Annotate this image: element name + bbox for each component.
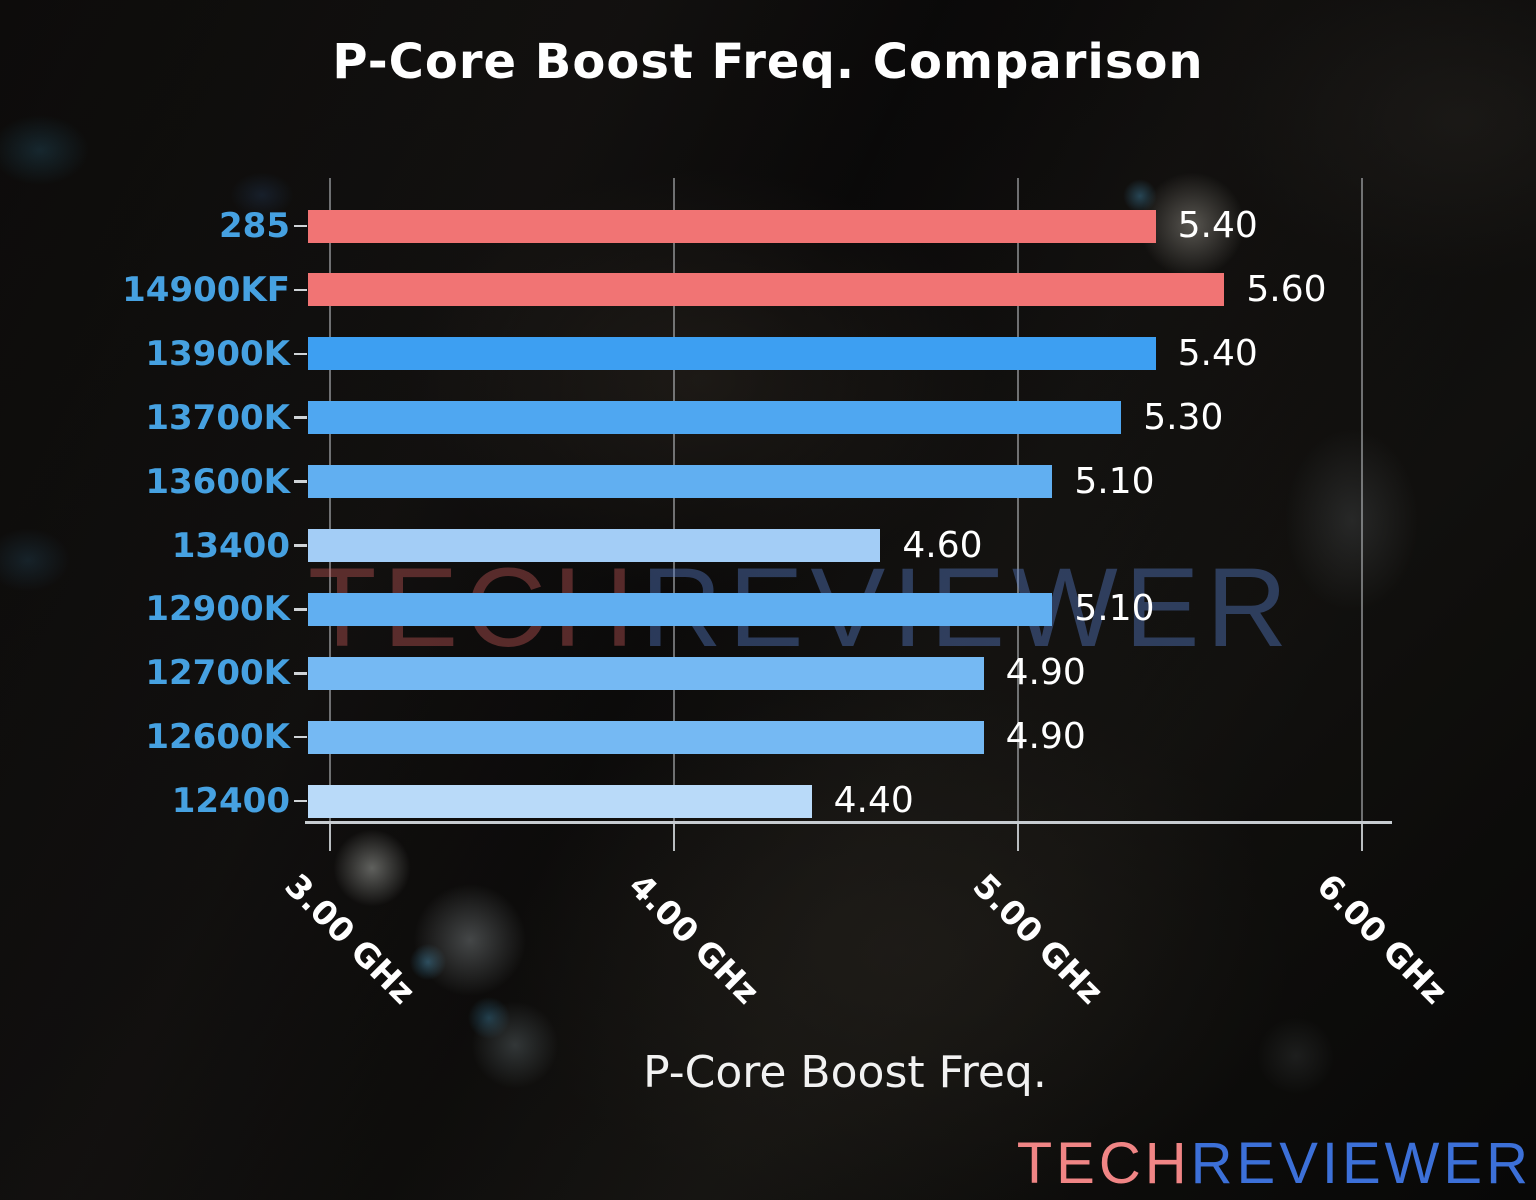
y-axis-tick-12600K <box>294 735 307 739</box>
gridline-3ghz <box>329 178 332 822</box>
category-label-12400: 12400 <box>171 781 290 822</box>
value-label-14900KF: 5.60 <box>1246 268 1327 310</box>
category-label-13700K: 13700K <box>145 397 290 438</box>
bar-12900K <box>308 592 1053 626</box>
value-label-12700K: 4.90 <box>1005 652 1086 694</box>
category-label-13400: 13400 <box>171 525 290 566</box>
category-label-14900KF: 14900KF <box>122 269 290 310</box>
x-axis-title: P-Core Boost Freq. <box>643 1047 1047 1098</box>
x-axis-tick-6ghz <box>1361 823 1364 851</box>
y-axis-tick-13400 <box>294 544 307 547</box>
y-axis-tick-13600K <box>294 480 307 483</box>
value-label-12600K: 4.90 <box>1005 716 1086 758</box>
brand-logo: TECHREVIEWER <box>1017 1134 1532 1194</box>
category-label-12900K: 12900K <box>145 589 290 630</box>
y-axis-tick-13700K <box>294 416 307 419</box>
brand-tech-text: TECH <box>1016 1131 1191 1196</box>
value-label-13900K: 5.40 <box>1177 332 1258 374</box>
bar-14900KF <box>308 273 1225 307</box>
category-label-13900K: 13900K <box>145 333 290 374</box>
category-label-285: 285 <box>219 206 290 246</box>
bar-12700K <box>308 656 984 690</box>
y-axis-tick-12700K <box>294 672 307 675</box>
y-axis-tick-285 <box>294 224 307 228</box>
value-label-12900K: 5.10 <box>1074 588 1155 630</box>
x-axis-tick-4ghz <box>673 823 676 851</box>
value-label-13600K: 5.10 <box>1074 460 1155 502</box>
gridline-6ghz <box>1361 178 1364 822</box>
bar-13600K <box>308 465 1053 499</box>
y-axis-tick-14900KF <box>294 288 307 292</box>
value-label-13400: 4.60 <box>902 524 983 566</box>
chart-title: P-Core Boost Freq. Comparison <box>332 34 1204 90</box>
value-label-12400: 4.40 <box>833 780 914 822</box>
bar-285 <box>308 209 1156 243</box>
x-tick-label-5ghz: 5.00 GHz <box>965 866 1111 1012</box>
value-label-13700K: 5.30 <box>1143 396 1224 438</box>
bar-13400 <box>308 529 881 562</box>
bar-13700K <box>308 401 1122 435</box>
category-label-12700K: 12700K <box>145 653 290 694</box>
bar-12600K <box>308 720 984 754</box>
x-tick-label-3ghz: 3.00 GHz <box>277 866 423 1012</box>
y-axis-tick-12400 <box>294 799 307 803</box>
brand-reviewer-text: REVIEWER <box>1190 1131 1532 1196</box>
category-label-12600K: 12600K <box>145 717 290 758</box>
x-axis-tick-5ghz <box>1017 823 1020 851</box>
bar-12400 <box>308 784 812 818</box>
value-label-285: 5.40 <box>1177 205 1258 246</box>
category-label-13600K: 13600K <box>145 461 290 502</box>
gridline-4ghz <box>673 178 676 822</box>
x-tick-label-6ghz: 6.00 GHz <box>1309 866 1455 1012</box>
y-axis-tick-13900K <box>294 352 307 356</box>
x-axis-line <box>305 821 1392 824</box>
y-axis-tick-12900K <box>294 608 307 611</box>
bar-13900K <box>308 337 1156 371</box>
x-axis-tick-3ghz <box>329 823 332 851</box>
gridline-5ghz <box>1017 178 1020 822</box>
x-tick-label-4ghz: 4.00 GHz <box>621 866 767 1012</box>
